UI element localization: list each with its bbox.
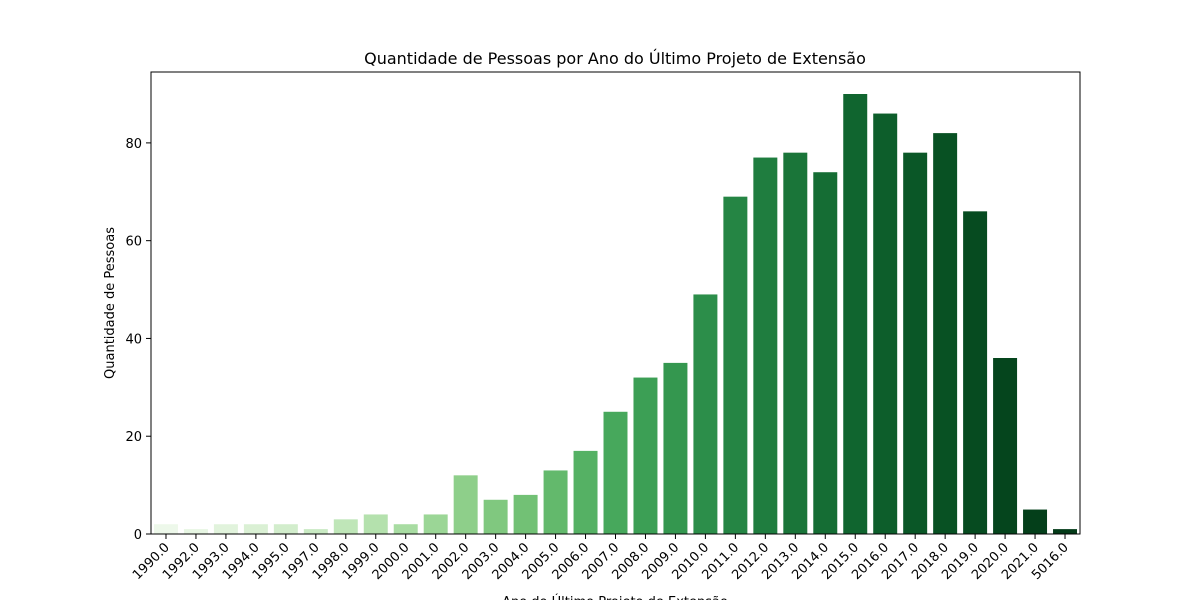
chart-title: Quantidade de Pessoas por Ano do Último … <box>364 49 866 68</box>
bar <box>963 211 988 535</box>
bar <box>1053 529 1078 534</box>
bar <box>933 133 958 534</box>
bar <box>303 529 328 534</box>
bar <box>753 157 778 535</box>
bar <box>843 94 868 534</box>
bar <box>633 377 658 534</box>
bar <box>423 514 448 534</box>
bar <box>573 450 598 534</box>
bar <box>153 524 178 534</box>
y-tick-label: 20 <box>125 430 142 445</box>
y-tick-label: 60 <box>125 235 142 250</box>
bar <box>783 152 808 534</box>
bar <box>363 514 388 534</box>
bar <box>213 524 238 534</box>
bar <box>243 524 268 534</box>
bar <box>183 529 208 534</box>
bar <box>693 294 718 534</box>
x-axis-label: Ano do Último Projeto de Extensão <box>502 594 728 600</box>
plot-frame <box>150 71 1081 535</box>
bar <box>1023 509 1048 534</box>
bar <box>393 524 418 534</box>
bar <box>903 152 928 534</box>
y-tick-label: 40 <box>125 332 142 347</box>
y-axis-label: Quantidade de Pessoas <box>103 227 118 379</box>
bar <box>993 358 1018 534</box>
y-tick-label: 0 <box>134 528 142 543</box>
y-tick-label: 80 <box>125 137 142 152</box>
bar <box>663 362 688 534</box>
bar <box>513 494 538 534</box>
bar <box>723 196 748 534</box>
bar <box>483 499 508 534</box>
bar <box>543 470 568 534</box>
bar <box>813 172 838 534</box>
bar <box>873 113 898 535</box>
bar <box>603 411 628 534</box>
bar <box>273 524 298 534</box>
bar <box>453 475 478 534</box>
bar <box>333 519 358 534</box>
